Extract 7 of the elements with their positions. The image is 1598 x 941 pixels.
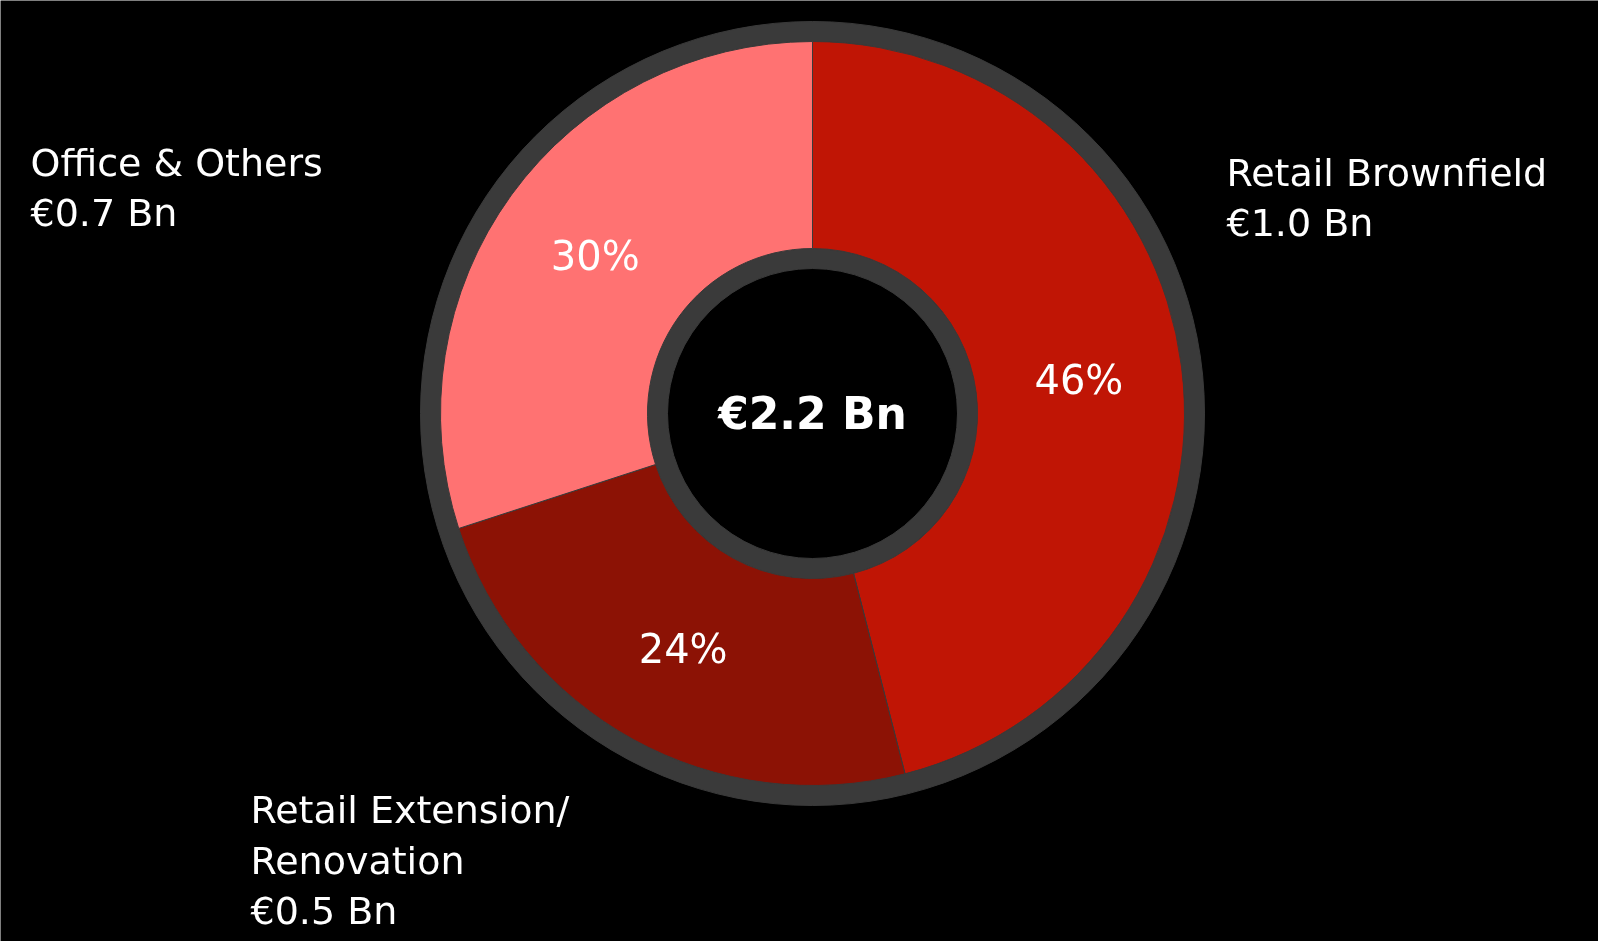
data-label: 24% xyxy=(638,625,728,672)
slice-label: Retail Brownfield €1.0 Bn xyxy=(1226,150,1548,246)
data-label: 30% xyxy=(550,232,640,279)
slice-label: Office & Others €0.7 Bn xyxy=(30,140,323,236)
data-label: 46% xyxy=(1034,356,1124,403)
slice-label: Retail Extension/ Renovation €0.5 Bn xyxy=(250,788,570,934)
text: €2.2 Bn xyxy=(717,388,907,439)
